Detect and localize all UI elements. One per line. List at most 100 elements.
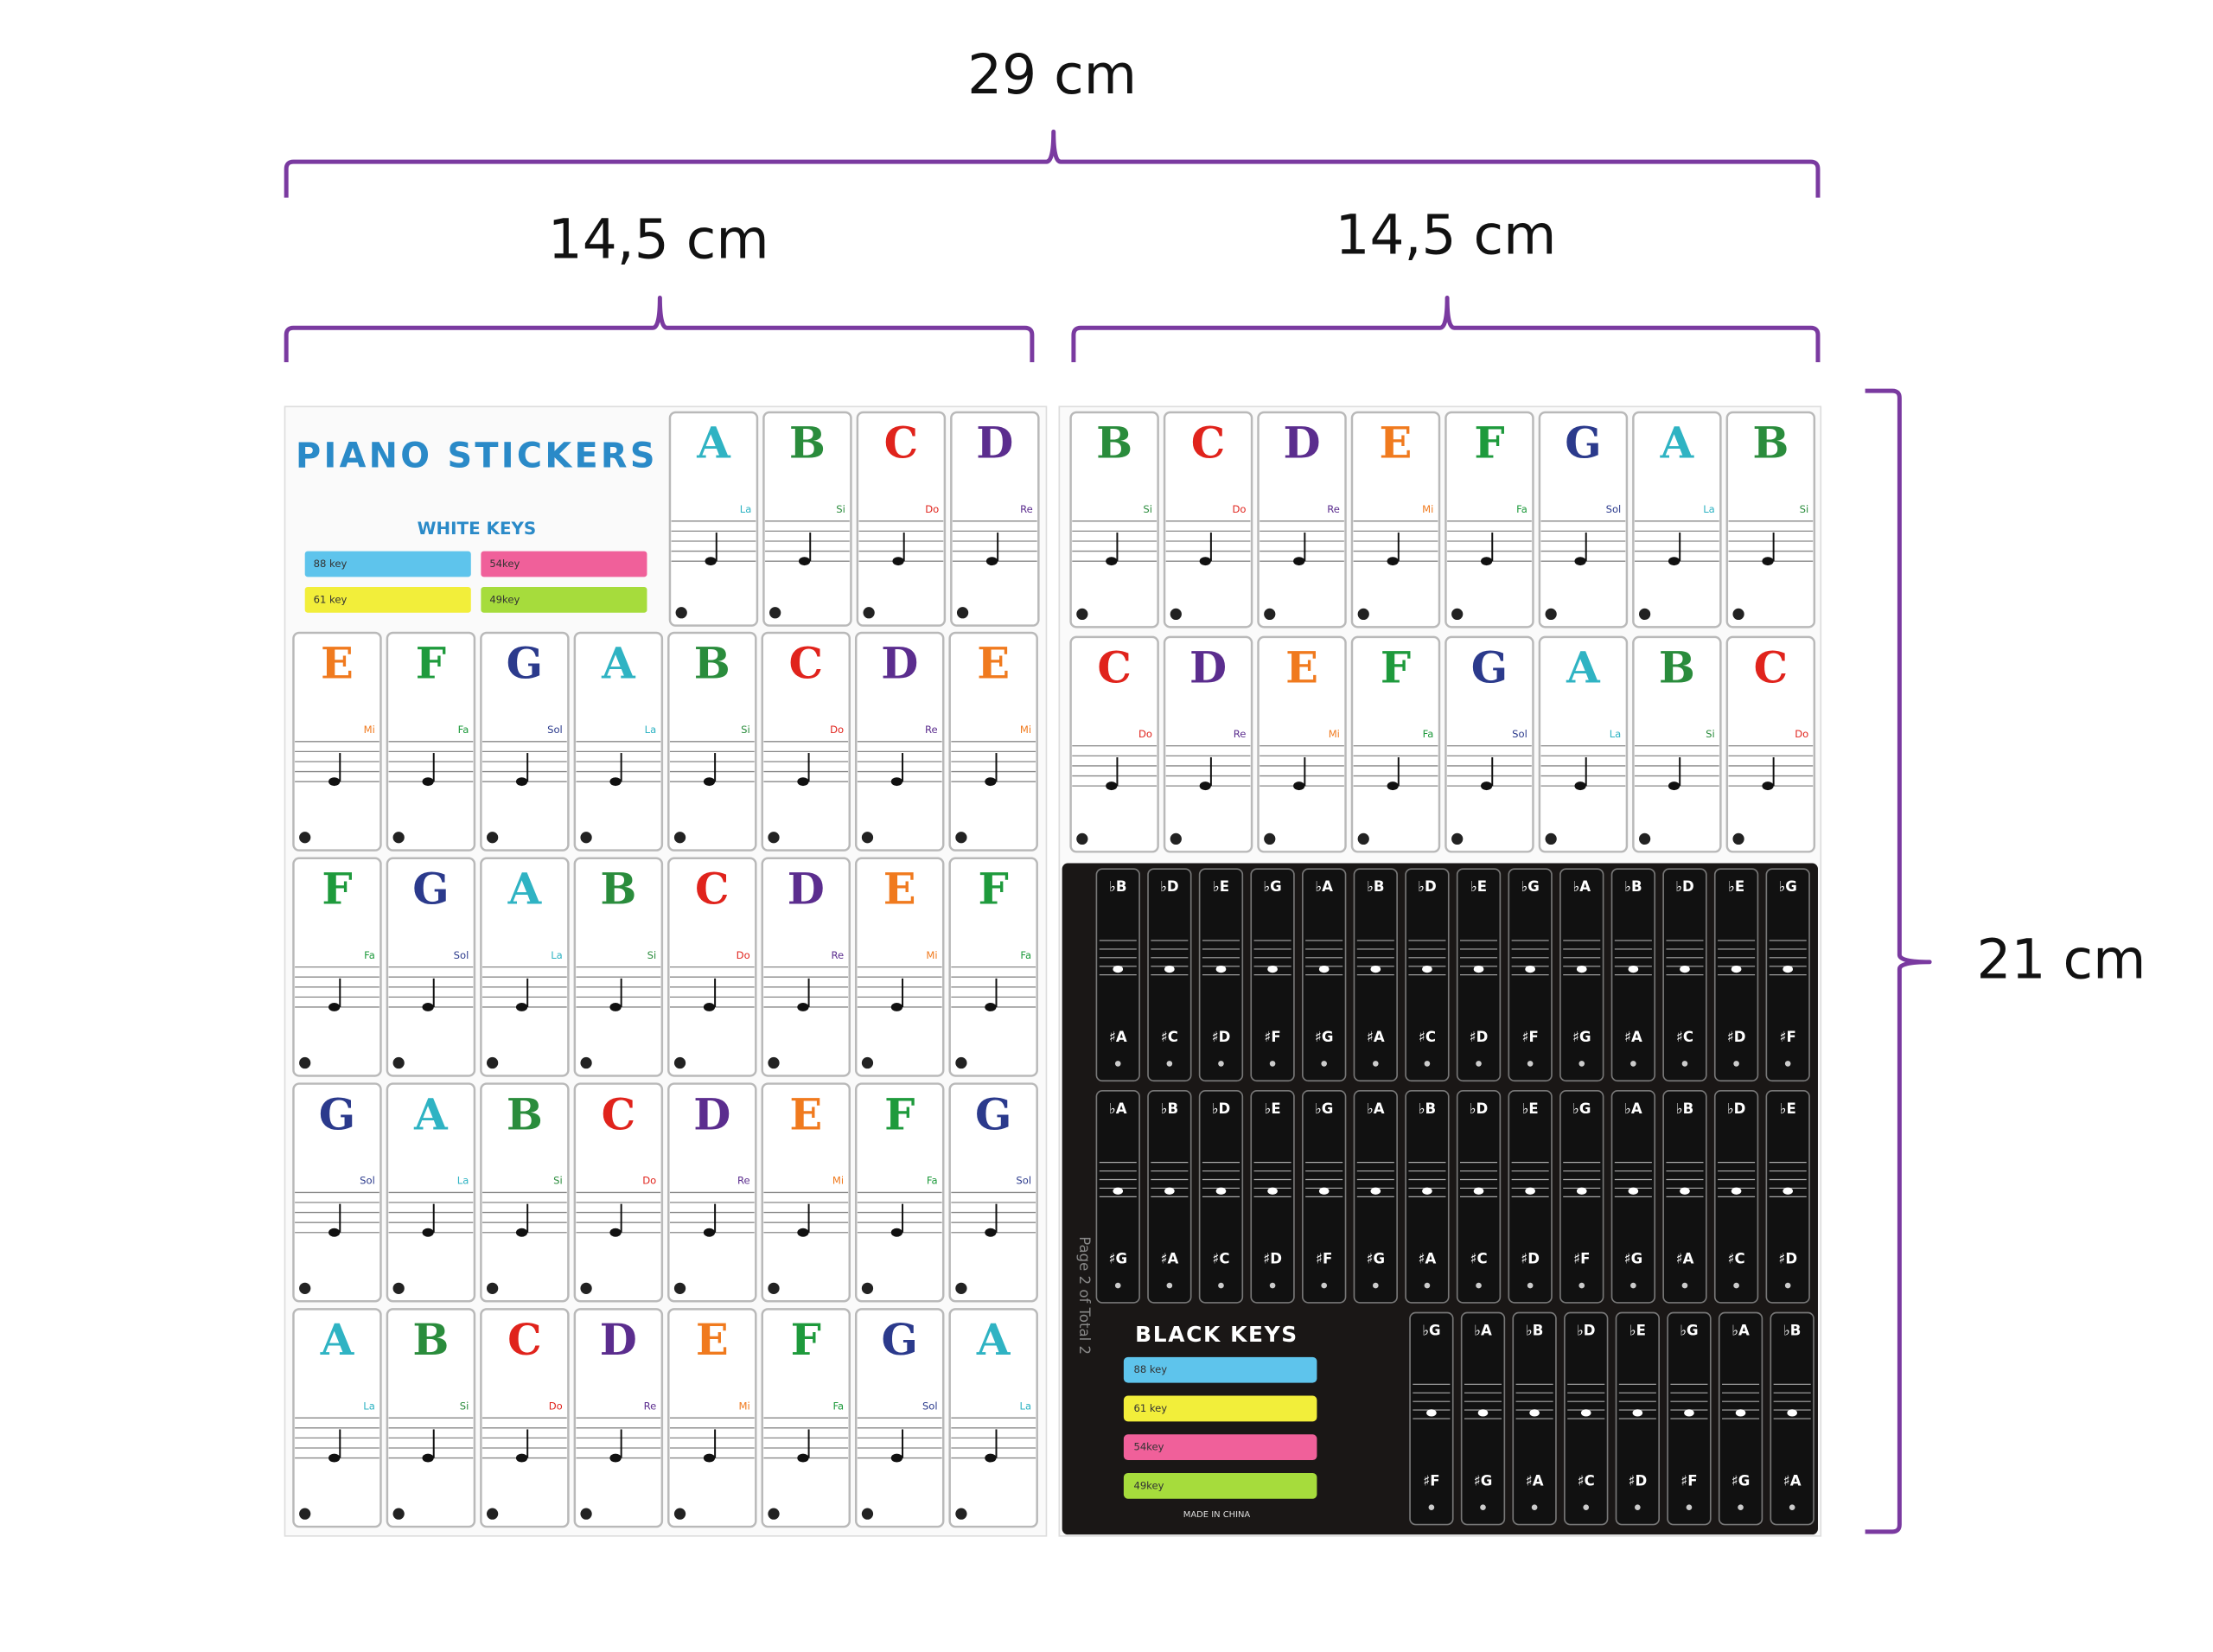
key-dot xyxy=(1451,832,1464,845)
key-letter: G xyxy=(882,1314,918,1365)
black-key-top-label: ♭G xyxy=(1680,1323,1698,1339)
note-head xyxy=(1783,965,1793,973)
key-dot xyxy=(580,832,592,844)
solfege-label: Re xyxy=(831,949,844,961)
black-key-bottom-label: ♯G xyxy=(1731,1472,1751,1489)
black-key-top-label: ♭B xyxy=(1624,878,1642,895)
dimension-label: 21 cm xyxy=(1977,928,2146,992)
black-key-top-label: ♭D xyxy=(1727,1100,1746,1117)
solfege-label: La xyxy=(551,949,563,961)
key-dot xyxy=(487,1508,499,1520)
solfege-label: Do xyxy=(642,1175,656,1187)
note-head xyxy=(1574,781,1586,791)
black-key-bottom-label: ♯C xyxy=(1419,1029,1436,1045)
black-key-top-label: ♭E xyxy=(1780,1100,1796,1117)
black-key-top-label: ♭E xyxy=(1522,1100,1539,1117)
legend-label: 49key xyxy=(489,593,520,605)
note-head xyxy=(1668,557,1680,566)
black-key-bottom-label: ♯G xyxy=(1624,1251,1643,1267)
solfege-label: Sol xyxy=(1016,1175,1031,1187)
solfege-label: Si xyxy=(836,503,845,515)
solfege-label: Mi xyxy=(1329,728,1340,740)
key-letter: D xyxy=(1283,418,1320,469)
dimension-label: 14,5 cm xyxy=(548,208,769,271)
white-key xyxy=(856,411,947,627)
black-key-top-label: ♭G xyxy=(1422,1323,1440,1339)
key-dot xyxy=(863,607,875,619)
key-dot xyxy=(1784,1061,1791,1067)
solfege-label: La xyxy=(1020,1400,1032,1412)
key-dot xyxy=(1170,832,1182,845)
note-head xyxy=(1422,965,1432,973)
key-letter: C xyxy=(884,418,919,469)
note-head xyxy=(985,777,997,787)
note-head xyxy=(422,1453,434,1463)
key-dot xyxy=(769,607,781,619)
black-key-top-label: ♭D xyxy=(1470,1100,1489,1117)
black-key-bottom-label: ♯A xyxy=(1160,1251,1178,1267)
key-dot xyxy=(1738,1504,1744,1511)
legend-bar xyxy=(1123,1395,1317,1422)
legend-label: 61 key xyxy=(314,593,348,605)
key-letter: G xyxy=(1565,418,1601,469)
key-dot xyxy=(1635,1504,1641,1511)
key-dot xyxy=(1733,1061,1739,1067)
key-dot xyxy=(392,1508,405,1520)
note-head xyxy=(890,1453,903,1463)
black-key-top-label: ♭E xyxy=(1213,878,1229,895)
key-dot xyxy=(673,832,686,844)
key-letter: A xyxy=(601,638,636,689)
note-head xyxy=(797,1003,809,1011)
note-head xyxy=(1106,781,1118,791)
key-letter: D xyxy=(881,638,918,689)
note-head xyxy=(892,557,904,566)
key-letter: F xyxy=(416,638,446,689)
key-letter: E xyxy=(696,1314,729,1365)
key-letter: F xyxy=(322,863,352,914)
solfege-label: Fa xyxy=(927,1175,938,1187)
black-key-bottom-label: ♯A xyxy=(1624,1029,1642,1045)
solfege-label: Si xyxy=(460,1400,469,1412)
key-dot xyxy=(1269,1061,1276,1067)
black-key-top-label: ♭A xyxy=(1367,1100,1385,1117)
black-key-bottom-label: ♯C xyxy=(1676,1029,1693,1045)
black-key-bottom-label: ♯D xyxy=(1778,1251,1797,1267)
note-head xyxy=(1473,965,1484,973)
solfege-label: Mi xyxy=(832,1175,844,1187)
black-key-bottom-label: ♯C xyxy=(1212,1251,1229,1267)
note-head xyxy=(797,1453,809,1463)
note-head xyxy=(515,1453,528,1463)
black-key-bottom-label: ♯C xyxy=(1578,1472,1595,1489)
key-dot xyxy=(1076,832,1088,845)
solfege-label: Re xyxy=(1327,503,1340,515)
note-head xyxy=(1525,1187,1535,1195)
black-key-top-label: ♭D xyxy=(1212,1100,1231,1117)
note-head xyxy=(515,1003,528,1011)
key-letter: E xyxy=(789,1088,822,1139)
key-letter: E xyxy=(321,638,354,689)
note-head xyxy=(1684,1409,1694,1417)
key-dot xyxy=(1686,1504,1693,1511)
black-key-bottom-label: ♯A xyxy=(1526,1472,1544,1489)
key-dot xyxy=(1732,832,1744,845)
key-letter: E xyxy=(1285,642,1318,693)
solfege-label: Fa xyxy=(1020,949,1031,961)
key-dot xyxy=(487,832,499,844)
white-key xyxy=(1350,411,1441,628)
key-letter: G xyxy=(412,863,449,914)
note-head xyxy=(1787,1409,1797,1417)
white-key xyxy=(1257,635,1347,853)
key-dot xyxy=(1424,1282,1431,1289)
key-letter: E xyxy=(883,863,916,914)
white-key xyxy=(762,411,852,627)
note-head xyxy=(1632,1409,1643,1417)
black-key-top-label: ♭D xyxy=(1418,878,1437,895)
note-head xyxy=(1680,965,1690,973)
note-head xyxy=(1422,1187,1432,1195)
black-key-top-label: ♭B xyxy=(1161,1100,1178,1117)
legend-label: 61 key xyxy=(1133,1402,1167,1414)
key-dot xyxy=(768,1056,780,1069)
note-head xyxy=(705,557,717,566)
key-dot xyxy=(392,832,405,844)
black-key-bottom-label: ♯F xyxy=(1780,1029,1796,1045)
